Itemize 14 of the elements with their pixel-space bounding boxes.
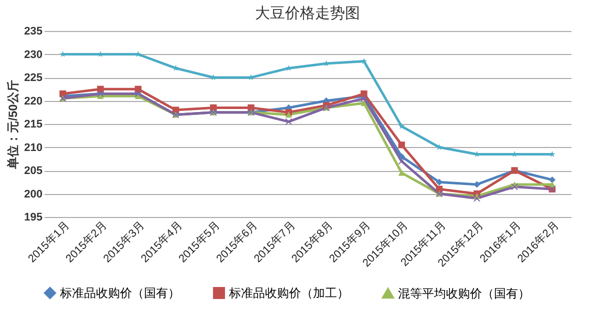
y-tick-label: 220 (24, 95, 42, 108)
y-tick-label: 230 (24, 48, 42, 61)
legend-label: 标准品收购价（加工） (228, 286, 349, 300)
y-tick-label: 225 (24, 72, 42, 84)
y-tick-label: 215 (24, 118, 42, 130)
y-tick-label: 195 (24, 212, 42, 224)
y-tick-label: 235 (24, 26, 42, 38)
chart-title: 大豆价格走势图 (255, 5, 360, 22)
y-tick-label: 205 (24, 165, 42, 177)
y-tick-label: 210 (24, 142, 42, 154)
y-axis-title: 单位：元/50公斤 (6, 80, 20, 170)
legend-label: 标准品收购价（国有） (59, 286, 180, 300)
y-tick-label: 200 (24, 188, 42, 200)
legend-label: 混等平均收购价（国有） (398, 286, 530, 300)
